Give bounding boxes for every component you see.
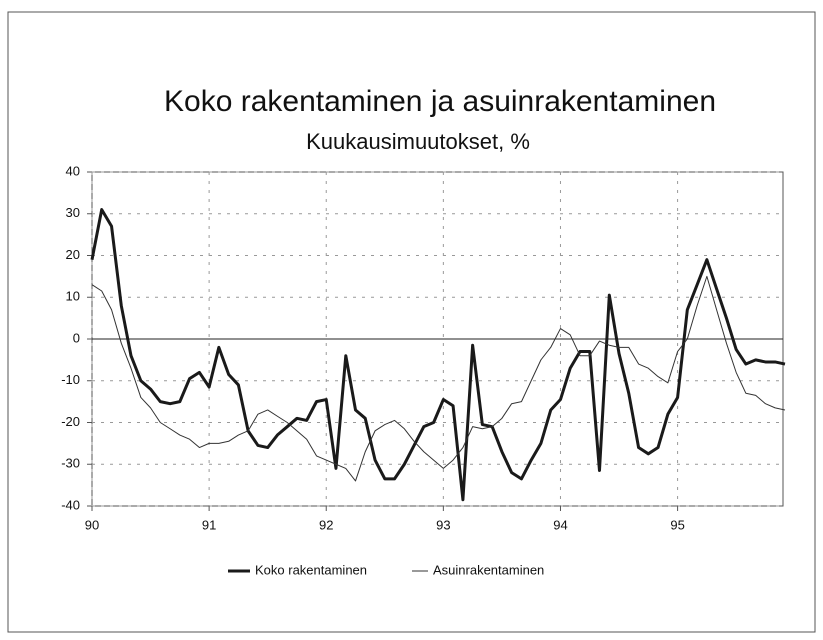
y-tick-label: 0	[73, 330, 80, 345]
y-tick-label: 40	[66, 163, 80, 178]
frame	[7, 11, 816, 633]
y-tick-label: -20	[61, 414, 80, 429]
chart-title: Koko rakentaminen ja asuinrakentaminen	[164, 85, 716, 118]
line-series	[91, 275, 786, 482]
x-tick-label: 94	[553, 517, 567, 532]
x-tick-label: 91	[202, 517, 216, 532]
x-tick-label: 95	[670, 517, 684, 532]
x-tick-label: 93	[436, 517, 450, 532]
line-series	[90, 208, 786, 502]
x-tick-label: 90	[85, 517, 99, 532]
chart-subtitle: Kuukausimuutokset, %	[306, 129, 530, 154]
legend-label: Koko rakentaminen	[255, 562, 367, 577]
y-tick-label: -40	[61, 497, 80, 512]
x-tick-label: 92	[319, 517, 333, 532]
y-tick-label: 10	[66, 289, 80, 304]
y-tick-label: 30	[66, 205, 80, 220]
y-tick-label: -10	[61, 372, 80, 387]
y-tick-label: 20	[66, 247, 80, 262]
y-tick-label: -30	[61, 456, 80, 471]
legend-label: Asuinrakentaminen	[433, 562, 544, 577]
